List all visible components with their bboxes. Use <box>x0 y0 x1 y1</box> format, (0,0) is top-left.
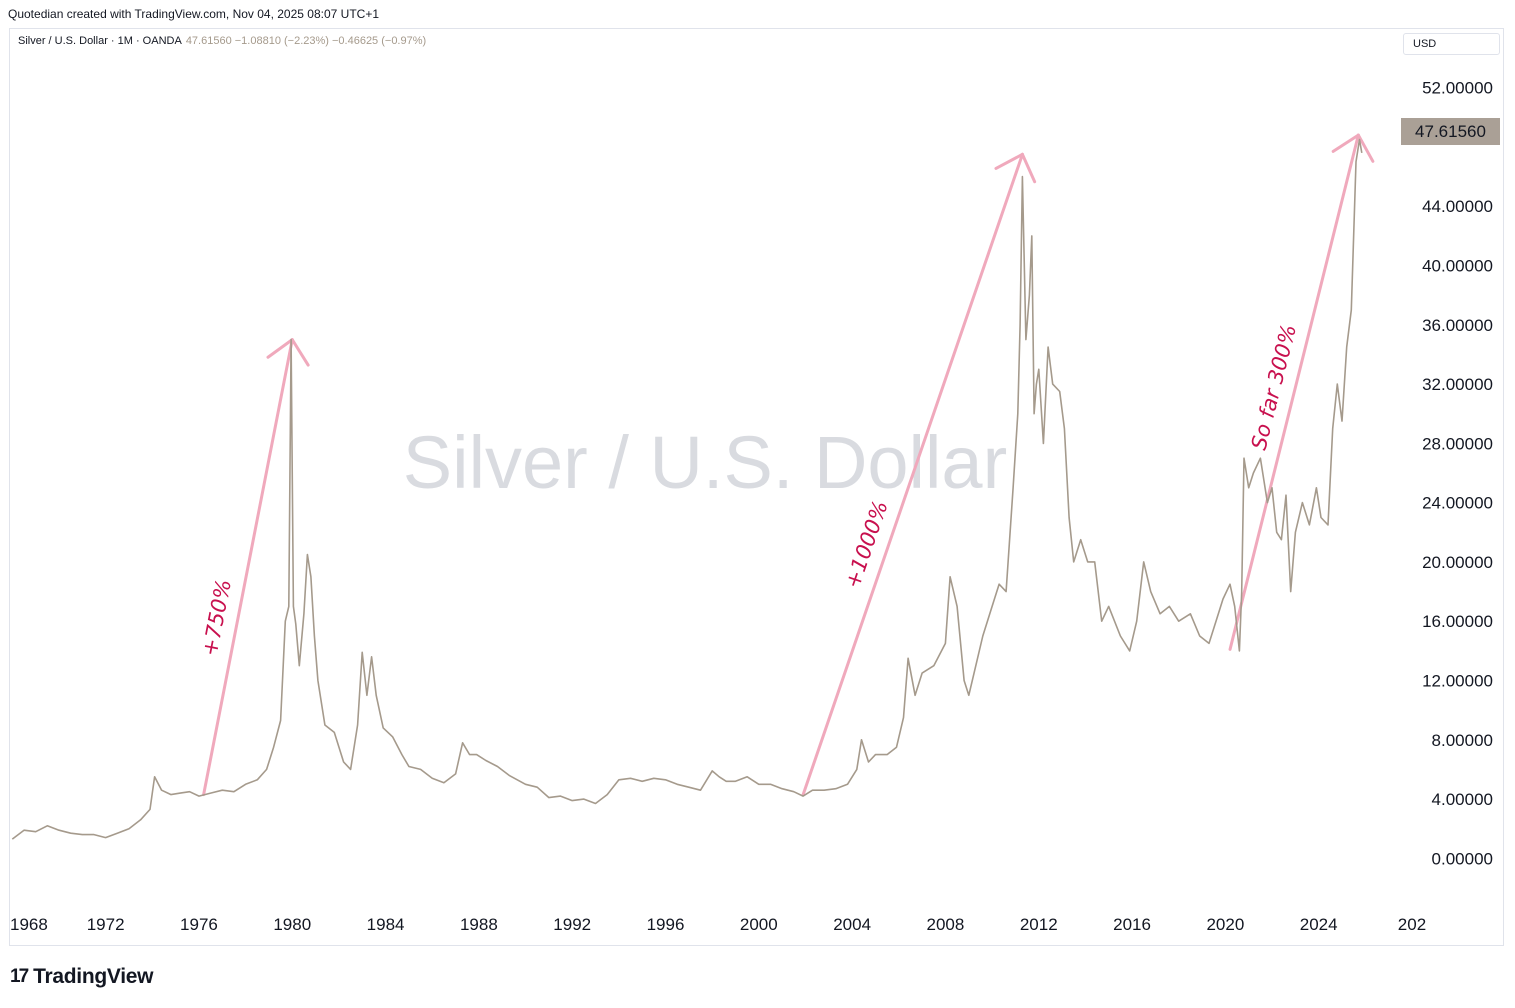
brand-name: TradingView <box>33 965 154 988</box>
annotation-arrow-head <box>1020 152 1037 184</box>
legend-symbol: Silver / U.S. Dollar · 1M · OANDA <box>18 35 182 47</box>
x-tick-label: 1976 <box>180 915 218 934</box>
annotation-arrow-shaft <box>801 152 1024 797</box>
x-tick-label: 2012 <box>1020 915 1058 934</box>
y-tick-label: 4.00000 <box>1432 790 1493 809</box>
series-line <box>11 138 1363 840</box>
y-tick-label: 12.00000 <box>1422 672 1493 691</box>
y-axis[interactable]: 0.00000 4.00000 8.00000 12.00000 16.00000 20.… <box>1422 79 1493 869</box>
annotation-arrow-head <box>1356 133 1375 163</box>
y-tick-label: 40.00000 <box>1422 257 1493 276</box>
x-tick-label: 2008 <box>927 915 965 934</box>
annotation-arrow-head <box>290 338 310 367</box>
y-tick-label: 36.00000 <box>1422 316 1493 335</box>
y-tick-label: 52.00000 <box>1422 79 1493 98</box>
legend-values: 47.61560 −1.08810 (−2.23%) −0.46625 (−0.… <box>185 35 427 47</box>
y-tick-label: 20.00000 <box>1422 553 1493 572</box>
y-tick-label: 32.00000 <box>1422 375 1493 394</box>
annotation-arrows <box>202 133 1375 797</box>
y-tick-label: 16.00000 <box>1422 612 1493 631</box>
x-tick-label: 1984 <box>367 915 405 934</box>
last-price-label: 47.61560 <box>1401 118 1500 145</box>
x-axis[interactable]: 1968 1972 1976 1980 1984 1988 1992 1996 2000 2004… <box>10 915 1426 934</box>
x-tick-label: 202 <box>1398 915 1426 934</box>
x-tick-label: 2004 <box>833 915 871 934</box>
annotation-arrow-head <box>266 338 294 359</box>
x-tick-label: 2000 <box>740 915 778 934</box>
x-tick-label: 1992 <box>553 915 591 934</box>
chart-frame <box>9 28 1504 946</box>
y-tick-label: 28.00000 <box>1422 434 1493 453</box>
x-tick-label: 2024 <box>1300 915 1338 934</box>
x-tick-label: 2016 <box>1113 915 1151 934</box>
annotation-label: +1000% <box>840 498 892 592</box>
annotation-arrow-head <box>994 152 1024 170</box>
tradingview-logo-icon: 17 <box>10 966 29 987</box>
annotation-arrow-shaft <box>1228 133 1360 651</box>
currency-unit-button[interactable]: USD <box>1403 33 1500 55</box>
x-tick-label: 1996 <box>647 915 685 934</box>
y-tick-label: 0.00000 <box>1432 849 1493 868</box>
y-tick-label: 8.00000 <box>1432 731 1493 750</box>
x-tick-label: 1988 <box>460 915 498 934</box>
annotation-arrow-head <box>1331 133 1360 153</box>
x-tick-label: 1972 <box>87 915 125 934</box>
chart-legend[interactable]: Silver / U.S. Dollar · 1M · OANDA 47.6156… <box>18 35 426 47</box>
y-tick-label: 24.00000 <box>1422 494 1493 513</box>
brand[interactable]: 17 TradingView <box>10 965 153 989</box>
x-tick-label: 1980 <box>273 915 311 934</box>
annotation-label: So far 300% <box>1247 322 1301 452</box>
y-tick-label: 44.00000 <box>1422 197 1493 216</box>
x-tick-label: 1968 <box>10 915 48 934</box>
x-tick-label: 2020 <box>1206 915 1244 934</box>
chart-header-caption: Quotedian created with TradingView.com, … <box>8 7 379 21</box>
annotation-label: +750% <box>198 577 236 658</box>
annotation-arrow-shaft <box>202 338 294 797</box>
